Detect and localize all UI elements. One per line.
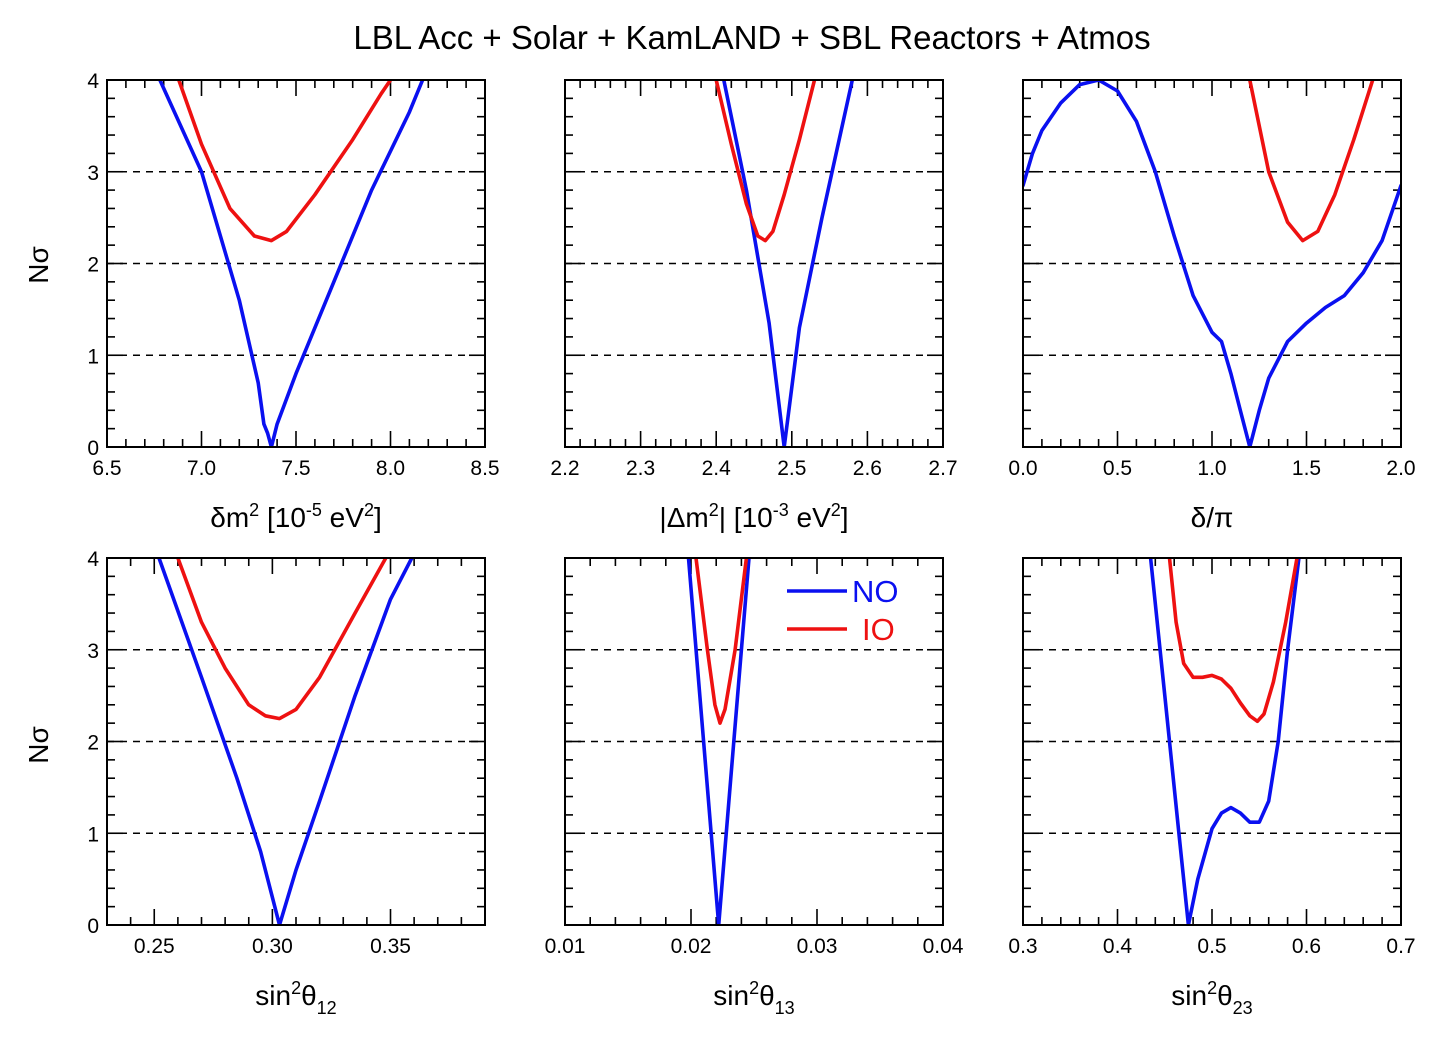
series-no-line — [157, 558, 414, 925]
panel-3: 0.0 0.5 1.0 1.5 2.0 δ/π — [1008, 79, 1416, 533]
series-no-line — [721, 80, 855, 447]
y-axis-label-top: Nσ — [23, 246, 54, 284]
panel-5: 0.01 0.02 0.03 0.04 sin2θ13 — [545, 557, 964, 1018]
x-tick-label: 6.5 — [92, 457, 121, 480]
legend-label-io: IO — [862, 612, 895, 647]
y-tick-label: 2 — [87, 732, 99, 755]
y-tick-label: 3 — [87, 640, 99, 663]
x-axis-label: δ/π — [1191, 502, 1234, 533]
x-tick-label: 0.01 — [545, 935, 586, 958]
x-axis-label: sin2θ13 — [713, 978, 794, 1018]
series-no-line — [1023, 80, 1401, 447]
panel-6: 0.3 0.4 0.5 0.6 0.7 sin2θ23 — [1008, 557, 1416, 1018]
y-tick-label: 3 — [87, 162, 99, 185]
plot-frame — [564, 557, 944, 926]
x-tick-label: 1.5 — [1292, 457, 1321, 480]
x-tick-label: 0.35 — [370, 935, 411, 958]
plot-frame — [106, 557, 486, 926]
y-tick-label: 0 — [87, 915, 99, 938]
x-tick-label: 0.4 — [1103, 935, 1133, 958]
series-io-line — [1167, 558, 1299, 724]
x-tick-label: 0.5 — [1103, 457, 1132, 480]
x-tick-label: 0.03 — [797, 935, 838, 958]
panels: 6.5 7.0 7.5 8.0 8.5 0 1 2 3 4 δm2 [10-5 eV2] 2.2 2.3… — [87, 70, 1415, 1018]
series-io-line — [176, 558, 388, 721]
panel-1: 6.5 7.0 7.5 8.0 8.5 0 1 2 3 4 δm2 [10-5 eV2] — [87, 70, 499, 533]
plot-frame — [564, 79, 944, 448]
plot-frame — [106, 79, 486, 448]
series-no-line — [686, 558, 751, 925]
x-tick-label: 8.5 — [470, 457, 499, 480]
x-tick-label: 0.0 — [1008, 457, 1037, 480]
x-tick-label: 0.30 — [252, 935, 293, 958]
x-tick-label: 7.5 — [281, 457, 310, 480]
x-tick-label: 0.02 — [671, 935, 712, 958]
series-io-line — [714, 80, 817, 243]
x-tick-label: 0.5 — [1197, 935, 1226, 958]
y-tick-label: 2 — [87, 254, 99, 277]
series-io-line — [694, 558, 749, 725]
x-axis-label: sin2θ12 — [255, 978, 336, 1018]
x-axis-label: |Δm2| [10-3 eV2] — [659, 500, 848, 533]
x-tick-label: 2.3 — [626, 457, 655, 480]
x-tick-label: 8.0 — [376, 457, 405, 480]
series-io-line — [1248, 80, 1375, 243]
series-io-line — [177, 80, 393, 243]
x-tick-label: 2.5 — [777, 457, 806, 480]
x-tick-label: 1.0 — [1197, 457, 1226, 480]
x-tick-label: 2.6 — [853, 457, 882, 480]
plot-frame — [1022, 79, 1402, 448]
y-tick-label: 1 — [87, 823, 99, 846]
y-axis-label-bottom: Nσ — [23, 726, 54, 764]
y-tick-label: 4 — [87, 70, 99, 93]
x-tick-label: 0.7 — [1386, 935, 1415, 958]
x-tick-label: 0.04 — [923, 935, 964, 958]
panel-2: 2.2 2.3 2.4 2.5 2.6 2.7 |Δm2| [10-3 eV2] — [550, 79, 958, 533]
series-no-line — [1148, 558, 1301, 925]
y-tick-label: 0 — [87, 437, 99, 460]
x-tick-label: 7.0 — [187, 457, 216, 480]
x-tick-label: 0.3 — [1008, 935, 1037, 958]
plot-frame — [1022, 557, 1402, 926]
x-tick-label: 2.2 — [550, 457, 579, 480]
x-tick-label: 0.25 — [134, 935, 175, 958]
x-tick-label: 2.7 — [928, 457, 957, 480]
figure-title: LBL Acc + Solar + KamLAND + SBL Reactors… — [353, 19, 1150, 56]
y-tick-label: 4 — [87, 548, 99, 571]
y-tick-label: 1 — [87, 345, 99, 368]
panel-4: 0.25 0.30 0.35 0 1 2 3 4 sin2θ12 — [87, 548, 486, 1018]
x-axis-label: sin2θ23 — [1171, 978, 1252, 1018]
x-tick-label: 0.6 — [1292, 935, 1321, 958]
x-tick-label: 2.4 — [702, 457, 732, 480]
series-no-line — [158, 80, 425, 447]
x-axis-label: δm2 [10-5 eV2] — [210, 500, 381, 533]
x-tick-label: 2.0 — [1386, 457, 1415, 480]
legend-label-no: NO — [852, 574, 899, 609]
